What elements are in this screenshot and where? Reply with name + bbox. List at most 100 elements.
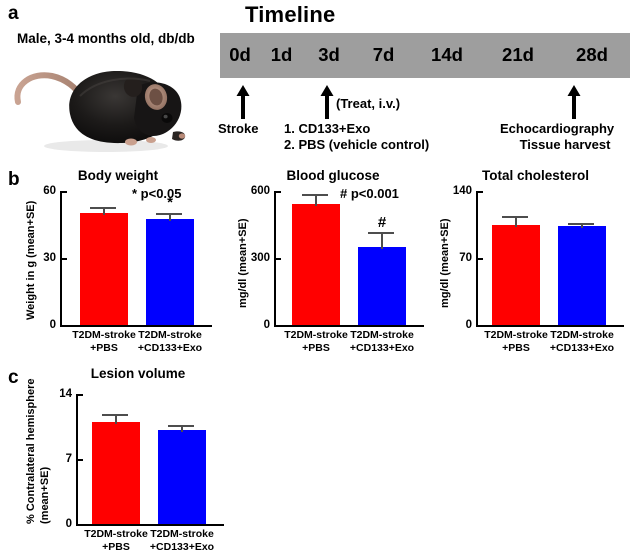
panel-label-c: c	[8, 367, 19, 388]
mouse-photo-icon	[10, 50, 196, 154]
x-tick-label-pbs-line2: +PBS	[102, 541, 130, 553]
y-tick-70	[478, 258, 483, 260]
y-tick-600	[276, 191, 281, 193]
chart-lesion-volume: Lesion volume % Contralateral hemisphere…	[18, 366, 233, 556]
timeline-treat-route: (Treat, i.v.)	[336, 96, 401, 111]
x-tick-label-cd133exo-line1: T2DM-stroke	[350, 329, 414, 341]
y-tick-label-0: 0	[263, 319, 270, 331]
y-tick-label-30: 30	[43, 252, 56, 264]
errorbar-cap-pbs	[90, 207, 116, 209]
y-axis	[60, 191, 62, 327]
panel-label-a: a	[8, 3, 19, 24]
y-tick-label-600: 600	[250, 185, 270, 197]
timeline-arrow-treatment-icon	[320, 85, 334, 119]
errorbar-cd133exo	[181, 425, 183, 432]
y-axis-label-line2: (mean+SE)	[39, 466, 51, 524]
x-axis	[476, 325, 624, 327]
x-axis	[274, 325, 424, 327]
x-tick-label-pbs-line2: +PBS	[302, 342, 330, 354]
errorbar-cd133exo	[169, 213, 171, 221]
timeline-event-echocardiography: Echocardiography	[500, 121, 615, 136]
x-tick-label-cd133exo-line2: +CD133+Exo	[349, 342, 415, 354]
errorbar-pbs	[103, 207, 105, 215]
errorbar-cap-cd133exo	[368, 232, 394, 234]
x-tick-label-pbs-line2: +PBS	[90, 342, 118, 354]
timeline-bar: 0d 1d 3d 7d 14d 21d 28d	[220, 33, 630, 78]
significance-note: # p<0.001	[340, 186, 399, 201]
timeline-tick-0d: 0d	[229, 44, 251, 66]
errorbar-cap-cd133exo	[168, 425, 194, 427]
y-axis	[476, 191, 478, 327]
y-tick-label-0: 0	[465, 319, 472, 331]
x-tick-label-pbs-line1: T2DM-stroke	[84, 528, 148, 540]
bar-t2dm-stroke-pbs	[92, 422, 140, 524]
x-tick-label-cd133exo-line2: +CD133+Exo	[137, 342, 203, 354]
x-tick-label-cd133exo-line2: +CD133+Exo	[149, 541, 215, 553]
timeline-tick-1d: 1d	[270, 44, 293, 66]
chart-title: Body weight	[77, 168, 159, 183]
y-tick-7	[78, 459, 83, 461]
errorbar-cap-cd133exo	[568, 223, 594, 225]
y-tick-300	[276, 258, 281, 260]
errorbar-pbs	[515, 216, 517, 227]
mouse-caption: Male, 3-4 months old, db/db	[17, 31, 195, 46]
y-tick-label-300: 300	[250, 252, 270, 264]
errorbar-cd133exo	[381, 232, 383, 249]
bar-t2dm-stroke-cd133exo	[558, 226, 606, 325]
y-tick-label-70: 70	[459, 252, 472, 264]
y-tick-label-60: 60	[43, 185, 56, 197]
timeline-event-stroke: Stroke	[218, 121, 259, 136]
bar-t2dm-stroke-pbs	[292, 204, 340, 325]
chart-total-cholesterol: Total cholesterol mg/dl (mean+SE) 140 70…	[428, 168, 628, 363]
errorbar-cap-pbs	[102, 414, 128, 416]
x-tick-label-pbs-line1: T2DM-stroke	[284, 329, 348, 341]
x-tick-label-cd133exo-line1: T2DM-stroke	[138, 329, 202, 341]
chart-blood-glucose: Blood glucose mg/dl (mean+SE) 600 300 0 …	[228, 168, 428, 363]
chart-title: Lesion volume	[90, 366, 186, 381]
x-axis	[60, 325, 212, 327]
timeline-tick-14d: 14d	[431, 44, 463, 66]
y-tick-140	[478, 191, 483, 193]
y-tick-30	[62, 258, 67, 260]
timeline-tick-7d: 7d	[372, 44, 395, 66]
timeline-tick-21d: 21d	[502, 44, 534, 66]
y-tick-14	[78, 394, 83, 396]
x-tick-label-cd133exo-line1: T2DM-stroke	[550, 329, 614, 341]
timeline-event-cd133exo: 1. CD133+Exo	[284, 121, 371, 136]
timeline-title: Timeline	[245, 2, 336, 27]
errorbar-pbs	[115, 414, 117, 424]
bar-t2dm-stroke-cd133exo	[358, 247, 406, 325]
errorbar-cd133exo	[581, 223, 583, 228]
panel-label-b: b	[8, 169, 20, 190]
timeline-arrow-endpoint-icon	[567, 85, 581, 119]
timeline-event-pbs: 2. PBS (vehicle control)	[284, 137, 430, 152]
x-tick-label-pbs-line1: T2DM-stroke	[72, 329, 136, 341]
y-tick-label-0: 0	[65, 518, 72, 530]
significance-mark-cd133exo: *	[167, 194, 173, 211]
chart-title: Blood glucose	[286, 168, 380, 183]
bar-t2dm-stroke-cd133exo	[146, 219, 194, 325]
y-axis-label-line1: % Contralateral hemisphere	[25, 378, 37, 525]
timeline-event-tissue-harvest: Tissue harvest	[519, 137, 611, 152]
y-tick-label-7: 7	[65, 453, 72, 465]
x-tick-label-cd133exo-line2: +CD133+Exo	[549, 342, 615, 354]
errorbar-pbs	[315, 194, 317, 206]
x-tick-label-pbs-line2: +PBS	[502, 342, 530, 354]
x-tick-label-cd133exo-line1: T2DM-stroke	[150, 528, 214, 540]
y-tick-label-14: 14	[59, 388, 72, 400]
chart-body-weight: Body weight Weight in g (mean+SE) 60 30 …	[18, 168, 218, 363]
x-axis	[76, 524, 224, 526]
errorbar-cap-pbs	[302, 194, 328, 196]
y-tick-60	[62, 191, 67, 193]
chart-title: Total cholesterol	[481, 168, 590, 183]
y-axis	[76, 394, 78, 526]
significance-note: * p<0.05	[132, 186, 182, 201]
bar-t2dm-stroke-cd133exo	[158, 430, 206, 524]
errorbar-cap-pbs	[502, 216, 528, 218]
x-tick-label-pbs-line1: T2DM-stroke	[484, 329, 548, 341]
timeline-tick-3d: 3d	[318, 44, 340, 66]
timeline-tick-28d: 28d	[576, 44, 608, 66]
timeline-arrow-stroke-icon	[236, 85, 250, 119]
bar-t2dm-stroke-pbs	[80, 213, 128, 325]
bar-t2dm-stroke-pbs	[492, 225, 540, 325]
